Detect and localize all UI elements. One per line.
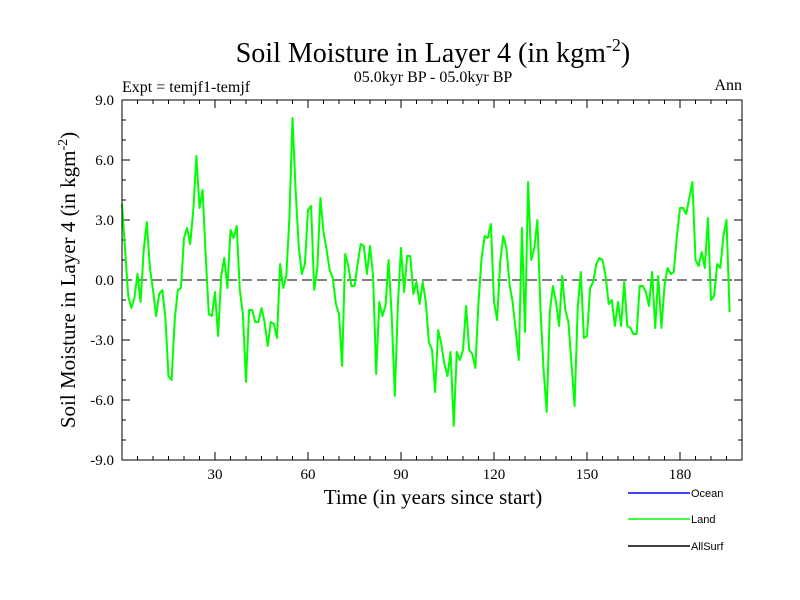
x-tick-label: 150 xyxy=(576,467,599,483)
y-axis-label: Soil Moisture in Layer 4 (in kgm-2) xyxy=(56,132,80,428)
experiment-label: Expt = temjf1-temjf xyxy=(122,79,251,96)
x-tick-label: 180 xyxy=(669,467,692,483)
x-tick-label: 60 xyxy=(301,467,316,483)
y-tick-label: -6.0 xyxy=(90,393,114,409)
series-layer xyxy=(121,117,731,427)
legend-label-allsurf: AllSurf xyxy=(691,541,724,553)
y-tick-label: 3.0 xyxy=(95,213,114,229)
x-axis-label: Time (in years since start) xyxy=(324,485,543,509)
x-tick-label: 120 xyxy=(483,467,506,483)
y-tick-label: -9.0 xyxy=(90,453,114,469)
plot-frame xyxy=(121,99,743,461)
chart-title: Soil Moisture in Layer 4 (in kgm-2) xyxy=(236,35,631,69)
legend-label-ocean: Ocean xyxy=(691,488,723,500)
series-line-land xyxy=(121,117,731,427)
y-tick-label: 6.0 xyxy=(95,153,114,169)
y-tick-label: -3.0 xyxy=(90,333,114,349)
x-tick-label: 30 xyxy=(208,467,223,483)
period-label: Ann xyxy=(714,77,742,94)
axis-ticks: 30 60 90 120 150 180 -9.0 -6.0 -3.0 0.0 3.0 6.0 9.0 xyxy=(90,93,742,483)
y-tick-label: 0.0 xyxy=(95,273,114,289)
chart-subtitle: 05.0kyr BP - 05.0kyr BP xyxy=(354,69,513,86)
chart-legend: Ocean Land AllSurf xyxy=(628,488,724,553)
y-tick-label: 9.0 xyxy=(95,93,114,109)
legend-label-land: Land xyxy=(691,514,715,526)
x-tick-label: 90 xyxy=(394,467,409,483)
